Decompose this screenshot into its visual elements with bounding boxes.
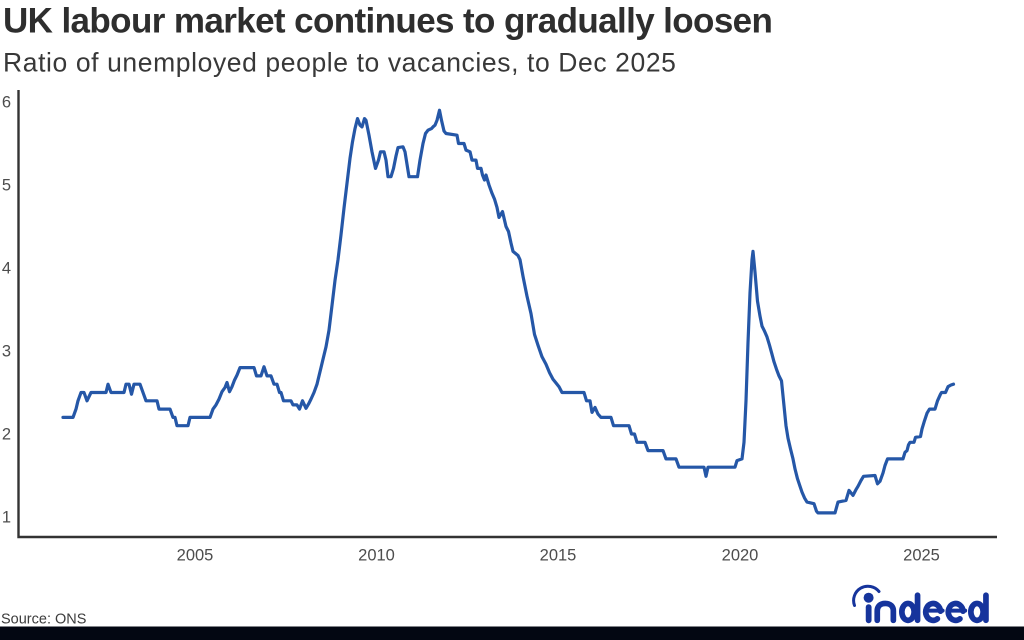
svg-text:2015: 2015: [540, 547, 577, 565]
svg-text:2025: 2025: [903, 547, 940, 565]
svg-text:3: 3: [2, 343, 11, 361]
svg-text:2: 2: [2, 426, 11, 444]
svg-text:Source: ONS: Source: ONS: [1, 612, 86, 628]
svg-text:UK labour market continues to: UK labour market continues to gradually …: [3, 2, 772, 41]
svg-text:2010: 2010: [358, 547, 395, 565]
svg-text:2005: 2005: [177, 547, 214, 565]
svg-text:2020: 2020: [722, 547, 759, 565]
svg-text:Ratio of unemployed people to: Ratio of unemployed people to vacancies,…: [3, 48, 677, 78]
svg-text:5: 5: [2, 177, 11, 195]
svg-text:6: 6: [2, 94, 11, 112]
svg-text:1: 1: [2, 509, 11, 527]
svg-text:4: 4: [2, 260, 11, 278]
